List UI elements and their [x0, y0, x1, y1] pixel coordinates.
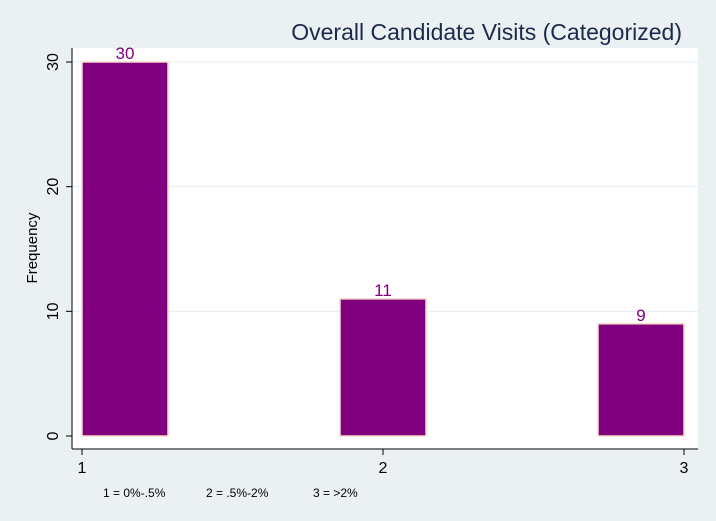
y-tick-label: 20 [45, 178, 62, 196]
y-axis-label: Frequency [24, 212, 41, 283]
bar [339, 298, 427, 437]
axes: 0 10 20 30 1 2 3 [45, 48, 698, 477]
y-tick-label: 0 [45, 431, 62, 440]
footnote-1: 1 = 0%-.5% [103, 486, 166, 500]
bar [81, 61, 169, 437]
data-label: 11 [374, 281, 392, 300]
footnote-3: 3 = >2% [313, 486, 358, 500]
data-label: 30 [116, 44, 135, 63]
data-label: 9 [636, 306, 645, 325]
x-tick-label: 1 [78, 460, 87, 477]
y-tick-label: 30 [45, 53, 62, 71]
chart-title: Overall Candidate Visits (Categorized) [291, 19, 682, 45]
footnote-2: 2 = .5%-2% [206, 486, 269, 500]
x-tick-label: 2 [379, 460, 388, 477]
data-labels: 30 11 9 [116, 44, 646, 325]
x-tick-label: 3 [680, 460, 689, 477]
bar [597, 323, 685, 437]
bars [81, 61, 685, 437]
y-tick-label: 10 [45, 302, 62, 320]
